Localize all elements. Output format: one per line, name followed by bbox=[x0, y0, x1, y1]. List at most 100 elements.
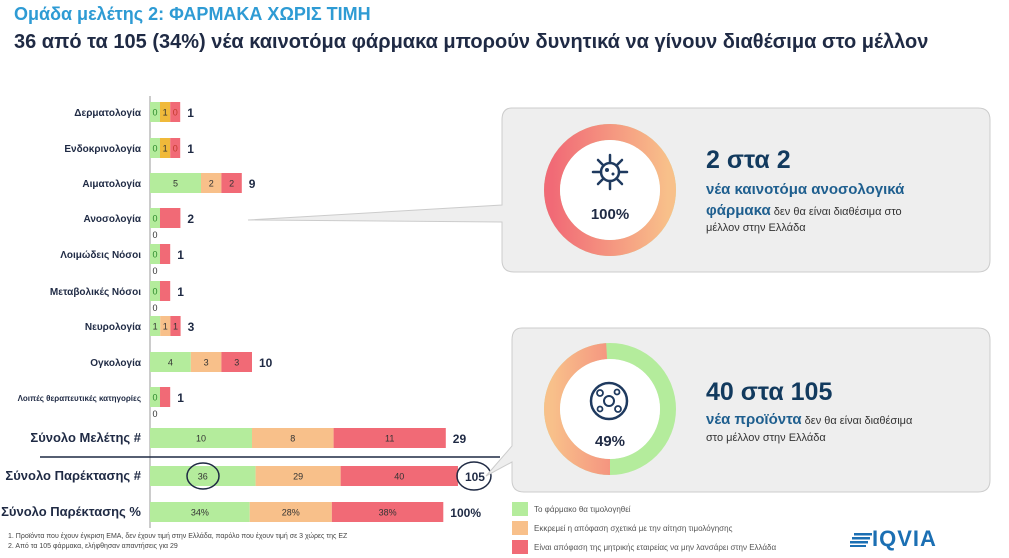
bar-1-series-1 bbox=[160, 138, 171, 158]
legend-item-pending: Εκκρεμεί η απόφαση σχετικά με την αίτηση… bbox=[512, 521, 732, 535]
bar-label-11-0: 34% bbox=[191, 508, 209, 518]
bar-0-series-2 bbox=[170, 102, 181, 122]
bar-label-9-2: 11 bbox=[385, 434, 394, 444]
bar-label-10-1: 29 bbox=[293, 472, 303, 482]
category-label-0: Δερματολογία bbox=[74, 108, 142, 119]
legend-item-not-launch: Είναι απόφαση της μητρικής εταιρείας να … bbox=[512, 540, 776, 554]
bar-9-series-2 bbox=[333, 428, 446, 448]
category-label-3: Ανοσολογία bbox=[83, 214, 141, 225]
bar-1-series-2 bbox=[170, 138, 181, 158]
legend-item-priced: Το φάρμακο θα τιμολογηθεί bbox=[512, 502, 631, 516]
callout-immunology-line1: νέα καινοτόμα ανοσολογικά bbox=[706, 181, 905, 198]
bar-6-series-1 bbox=[160, 316, 171, 336]
bar-8-series-0 bbox=[150, 387, 160, 407]
callout-products-count: 40 στα 105 bbox=[706, 378, 833, 406]
total-label-3: 2 bbox=[187, 212, 194, 226]
below-label-3: 0 bbox=[152, 230, 157, 240]
bar-11-series-1 bbox=[249, 502, 332, 522]
bar-10-series-1 bbox=[255, 466, 341, 486]
category-label-11: Σύνολο Παρέκτασης % bbox=[1, 504, 141, 519]
donut-products bbox=[544, 343, 676, 475]
bar-5-series-0 bbox=[150, 281, 160, 301]
bar-label-0-1: 1 bbox=[163, 108, 168, 118]
bar-label-11-2: 38% bbox=[379, 508, 397, 518]
bar-label-7-0: 4 bbox=[168, 358, 173, 368]
bar-3-series-2 bbox=[160, 208, 181, 228]
bar-label-8-0: 0 bbox=[152, 393, 157, 403]
bar-label-2-2: 2 bbox=[229, 179, 234, 189]
bar-9-series-0 bbox=[150, 428, 252, 448]
below-label-5: 0 bbox=[152, 303, 157, 313]
bar-label-2-0: 5 bbox=[173, 179, 178, 189]
bar-label-7-1: 3 bbox=[204, 358, 209, 368]
bar-0-series-1 bbox=[160, 102, 171, 122]
highlight-circle-36 bbox=[186, 462, 220, 490]
virus-cluster-icon bbox=[586, 378, 632, 429]
legend-swatch-green bbox=[512, 502, 528, 516]
total-label-1: 1 bbox=[187, 142, 194, 156]
category-label-10: Σύνολο Παρέκτασης # bbox=[5, 468, 141, 483]
bar-4-series-2 bbox=[160, 244, 171, 264]
bar-label-6-0: 1 bbox=[153, 322, 158, 332]
total-label-9: 29 bbox=[453, 432, 467, 446]
total-label-0: 1 bbox=[187, 106, 194, 120]
bar-3-series-0 bbox=[150, 208, 160, 228]
category-label-6: Νευρολογία bbox=[85, 322, 142, 333]
footnote-1: 1. Προϊόντα που έχουν έγκριση EMA, δεν έ… bbox=[8, 533, 348, 540]
below-label-8: 0 bbox=[152, 409, 157, 419]
category-label-8: Λοιπές θεραπευτικές κατηγορίες bbox=[18, 394, 141, 403]
bar-9-series-1 bbox=[252, 428, 334, 448]
bar-label-6-2: 1 bbox=[173, 322, 178, 332]
total-label-11: 100% bbox=[450, 506, 481, 520]
bar-4-series-0 bbox=[150, 244, 160, 264]
highlight-circle-105 bbox=[456, 461, 492, 491]
total-label-10: 105 bbox=[465, 470, 485, 484]
callout-products-line1: νέα προϊόντα δεν θα είναι διαθέσιμα bbox=[706, 411, 913, 428]
virus-icon bbox=[588, 150, 632, 199]
bar-label-9-0: 10 bbox=[196, 434, 206, 444]
bar-2-series-1 bbox=[201, 173, 222, 193]
bar-label-11-1: 28% bbox=[282, 508, 300, 518]
bar-label-4-0: 0 bbox=[152, 250, 157, 260]
bar-label-3-0: 0 bbox=[152, 214, 157, 224]
total-label-8: 1 bbox=[177, 391, 184, 405]
bar-11-series-0 bbox=[150, 502, 250, 522]
total-label-5: 1 bbox=[177, 285, 184, 299]
bar-label-1-0: 0 bbox=[152, 144, 157, 154]
bar-7-series-0 bbox=[150, 352, 191, 372]
bar-label-5-0: 0 bbox=[152, 287, 157, 297]
legend-swatch-orange bbox=[512, 521, 528, 535]
below-label-4: 0 bbox=[152, 266, 157, 276]
page-title: Ομάδα μελέτης 2: ΦΑΡΜΑΚΑ ΧΩΡΙΣ ΤΙΜΗ bbox=[14, 4, 371, 24]
bar-label-0-0: 0 bbox=[152, 108, 157, 118]
donut-products-percent: 49% bbox=[594, 433, 626, 450]
bar-6-series-0 bbox=[150, 316, 161, 336]
bar-10-series-0 bbox=[150, 466, 256, 486]
bar-label-9-1: 8 bbox=[290, 434, 295, 444]
bar-6-series-2 bbox=[170, 316, 181, 336]
category-label-7: Ογκολογία bbox=[90, 358, 142, 369]
bar-2-series-0 bbox=[150, 173, 201, 193]
category-label-4: Λοιμώδεις Νόσοι bbox=[60, 250, 141, 261]
bar-1-series-0 bbox=[150, 138, 160, 158]
bar-7-series-2 bbox=[221, 352, 252, 372]
callout-immunology-line3: μέλλον στην Ελλάδα bbox=[706, 222, 806, 234]
category-label-2: Αιματολογία bbox=[82, 179, 141, 190]
donut-immunology-percent: 100% bbox=[590, 206, 630, 223]
total-label-2: 9 bbox=[249, 177, 256, 191]
bar-7-series-1 bbox=[190, 352, 222, 372]
donut-immunology-arc bbox=[544, 124, 676, 256]
bar-label-7-2: 3 bbox=[234, 358, 239, 368]
total-label-4: 1 bbox=[177, 248, 184, 262]
bar-0-series-0 bbox=[150, 102, 160, 122]
category-label-1: Ενδοκρινολογία bbox=[64, 144, 142, 155]
iqvia-logo: IQVIA bbox=[872, 526, 937, 551]
bar-label-10-2: 40 bbox=[394, 472, 404, 482]
total-label-6: 3 bbox=[188, 320, 195, 334]
callout-immunology-count: 2 στα 2 bbox=[706, 146, 791, 174]
bar-8-series-2 bbox=[160, 387, 171, 407]
bar-label-1-1: 1 bbox=[163, 144, 168, 154]
logo-stripes-icon bbox=[850, 533, 872, 547]
footnote-2: 2. Από τα 105 φάρμακα, ελήφθησαν απαντήσ… bbox=[8, 543, 178, 550]
